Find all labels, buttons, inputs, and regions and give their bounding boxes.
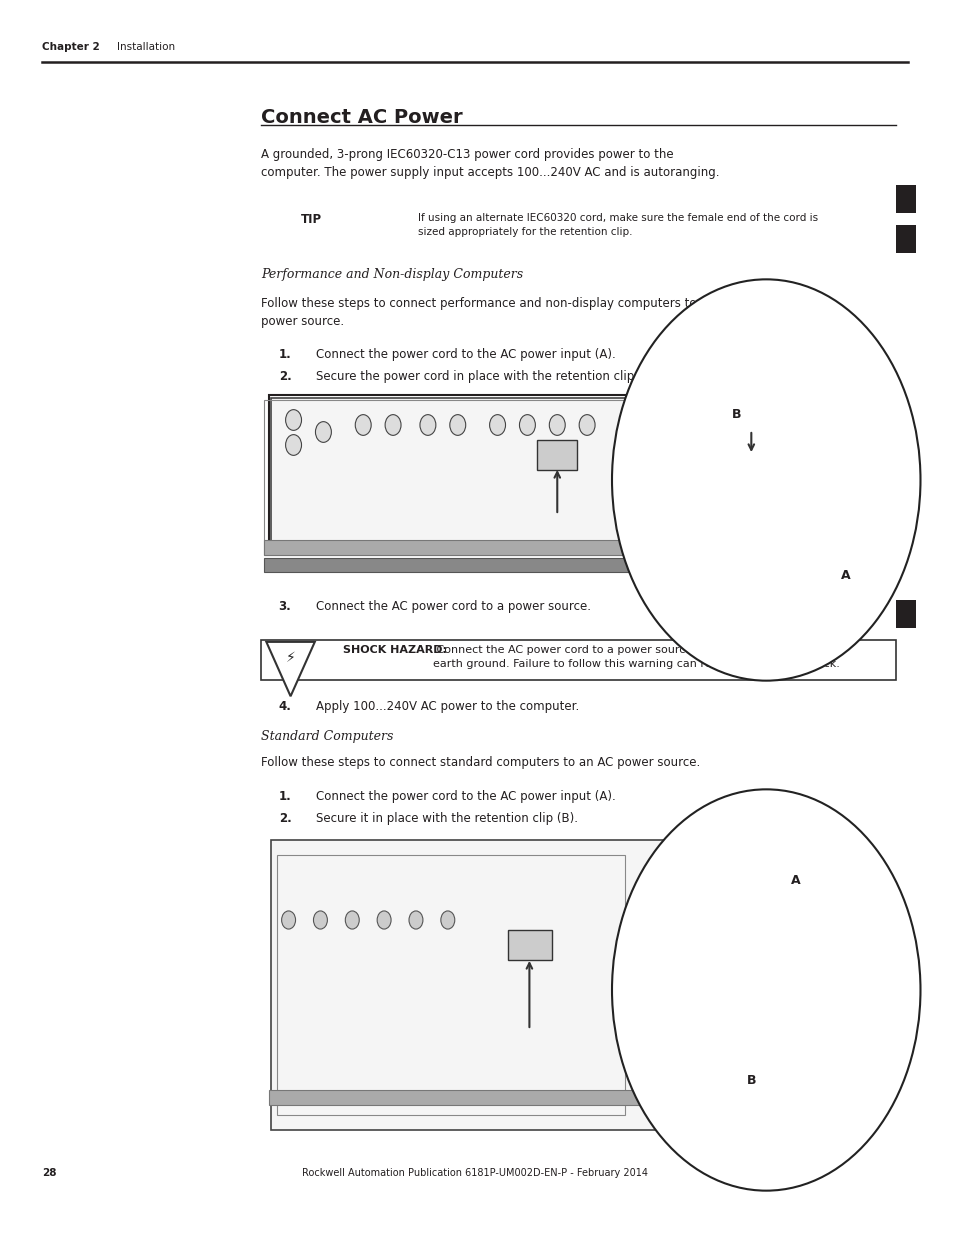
Text: Installation: Installation: [117, 42, 175, 52]
Text: A: A: [790, 873, 801, 887]
Text: Follow these steps to connect performance and non-display computers to an AC
pow: Follow these steps to connect performanc…: [260, 296, 734, 329]
Bar: [895, 225, 915, 253]
Text: Secure the power cord in place with the retention clip (B).: Secure the power cord in place with the …: [316, 370, 659, 383]
Circle shape: [449, 415, 465, 436]
Text: TIP: TIP: [300, 212, 321, 226]
Circle shape: [612, 789, 920, 1191]
Bar: [269, 1091, 676, 1105]
Text: Standard Computers: Standard Computers: [260, 730, 393, 743]
Text: SHOCK HAZARD:: SHOCK HAZARD:: [343, 645, 447, 655]
Circle shape: [489, 415, 505, 436]
Text: Connect AC Power: Connect AC Power: [260, 107, 462, 127]
Circle shape: [355, 415, 371, 436]
Text: Rockwell Automation Publication 6181P-UM002D-EN-P - February 2014: Rockwell Automation Publication 6181P-UM…: [301, 1168, 647, 1178]
Circle shape: [578, 415, 595, 436]
Circle shape: [285, 410, 301, 430]
Circle shape: [549, 415, 564, 436]
Bar: [276, 855, 624, 1115]
Text: 1.: 1.: [278, 790, 291, 803]
Bar: [271, 398, 683, 548]
Text: Chapter 2: Chapter 2: [42, 42, 99, 52]
Bar: [263, 558, 691, 572]
Circle shape: [409, 911, 422, 929]
Text: 2.: 2.: [278, 811, 291, 825]
Text: Connect the power cord to the AC power input (A).: Connect the power cord to the AC power i…: [316, 348, 616, 361]
Text: A: A: [841, 568, 850, 582]
Bar: [537, 440, 577, 471]
Bar: [260, 640, 895, 680]
Text: 2.: 2.: [278, 370, 291, 383]
Text: 28: 28: [42, 1168, 56, 1178]
Bar: [895, 185, 915, 212]
Circle shape: [376, 911, 391, 929]
Circle shape: [612, 279, 920, 680]
Text: Connect the AC power cord to a power source with an
earth ground. Failure to fol: Connect the AC power cord to a power sou…: [433, 645, 839, 669]
Circle shape: [419, 415, 436, 436]
Text: Follow these steps to connect standard computers to an AC power source.: Follow these steps to connect standard c…: [260, 756, 700, 769]
Circle shape: [285, 435, 301, 456]
Text: Connect the AC power cord to a power source.: Connect the AC power cord to a power sou…: [316, 600, 591, 613]
Circle shape: [519, 415, 535, 436]
Circle shape: [315, 421, 331, 442]
FancyBboxPatch shape: [269, 395, 696, 550]
Text: Connect the power cord to the AC power input (A).: Connect the power cord to the AC power i…: [316, 790, 616, 803]
Text: 4.: 4.: [278, 700, 292, 713]
Circle shape: [345, 911, 359, 929]
Text: Secure it in place with the retention clip (B).: Secure it in place with the retention cl…: [316, 811, 578, 825]
Text: B: B: [731, 409, 740, 421]
Bar: [263, 400, 691, 555]
Bar: [507, 930, 552, 960]
Text: If using an alternate IEC60320 cord, make sure the female end of the cord is
siz: If using an alternate IEC60320 cord, mak…: [417, 212, 818, 237]
Text: B: B: [746, 1073, 756, 1087]
Bar: [263, 540, 691, 555]
Circle shape: [385, 415, 400, 436]
Circle shape: [440, 911, 455, 929]
Bar: [895, 600, 915, 629]
Text: ⚡: ⚡: [285, 651, 295, 664]
Polygon shape: [266, 642, 314, 697]
Circle shape: [314, 911, 327, 929]
Text: 3.: 3.: [278, 600, 291, 613]
Circle shape: [281, 911, 295, 929]
Text: 1.: 1.: [278, 348, 291, 361]
Bar: [271, 840, 683, 1130]
Text: Performance and Non-display Computers: Performance and Non-display Computers: [260, 268, 522, 282]
Text: A grounded, 3-prong IEC60320-C13 power cord provides power to the
computer. The : A grounded, 3-prong IEC60320-C13 power c…: [260, 148, 719, 179]
Text: Apply 100...240V AC power to the computer.: Apply 100...240V AC power to the compute…: [316, 700, 579, 713]
